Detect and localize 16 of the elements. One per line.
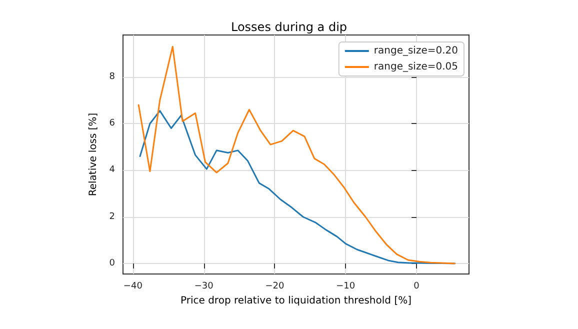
x-tick-label: −20 bbox=[265, 282, 284, 292]
x-axis-title: Price drop relative to liquidation threshold [%] bbox=[180, 296, 412, 306]
y-tick-label: 8 bbox=[109, 72, 116, 82]
y-tick-label: 4 bbox=[109, 165, 116, 176]
y-tick-label: 6 bbox=[109, 118, 116, 129]
x-tick-label: −30 bbox=[194, 282, 214, 292]
legend-label: range_size=0.05 bbox=[374, 62, 458, 72]
line-series bbox=[138, 46, 456, 264]
legend-label: range_size=0.20 bbox=[374, 46, 458, 56]
chart-title: Losses during a dip bbox=[230, 20, 348, 34]
x-tick-label: 0 bbox=[414, 282, 420, 292]
x-tick-label: −40 bbox=[123, 282, 143, 292]
y-axis-title: Relative loss [%] bbox=[88, 112, 99, 196]
y-tick-label: 2 bbox=[109, 212, 115, 222]
x-tick-label: −10 bbox=[336, 282, 356, 292]
y-tick-label: 0 bbox=[109, 258, 116, 269]
